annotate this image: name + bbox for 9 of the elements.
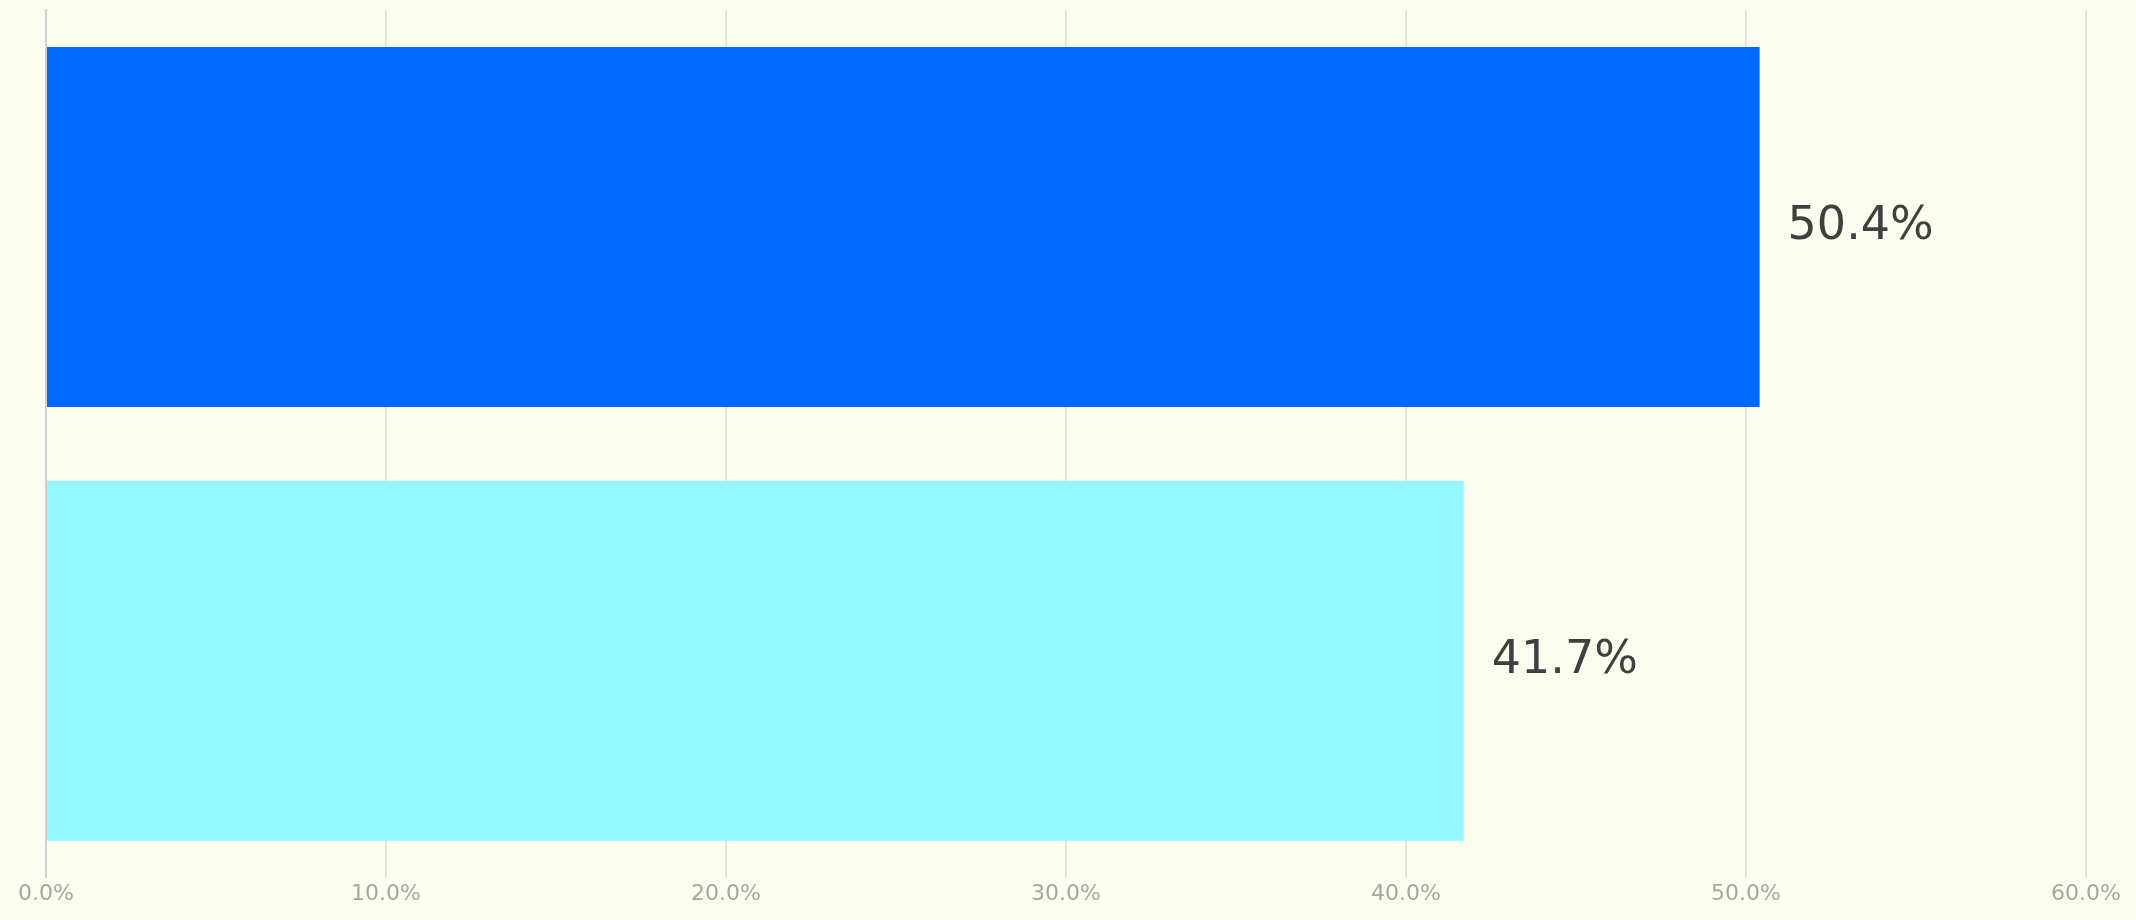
x-tick-label: 0.0% bbox=[18, 879, 74, 905]
x-tick-label: 50.0% bbox=[1711, 879, 1781, 905]
x-tick-label: 20.0% bbox=[691, 879, 761, 905]
x-tick-label: 40.0% bbox=[1371, 879, 1441, 905]
x-tick-label: 60.0% bbox=[2051, 879, 2121, 905]
data-label: 50.4% bbox=[1787, 196, 1934, 250]
data-label: 41.7% bbox=[1491, 629, 1638, 684]
x-tick-label: 10.0% bbox=[351, 879, 421, 905]
x-tick-label: 30.0% bbox=[1031, 879, 1101, 905]
